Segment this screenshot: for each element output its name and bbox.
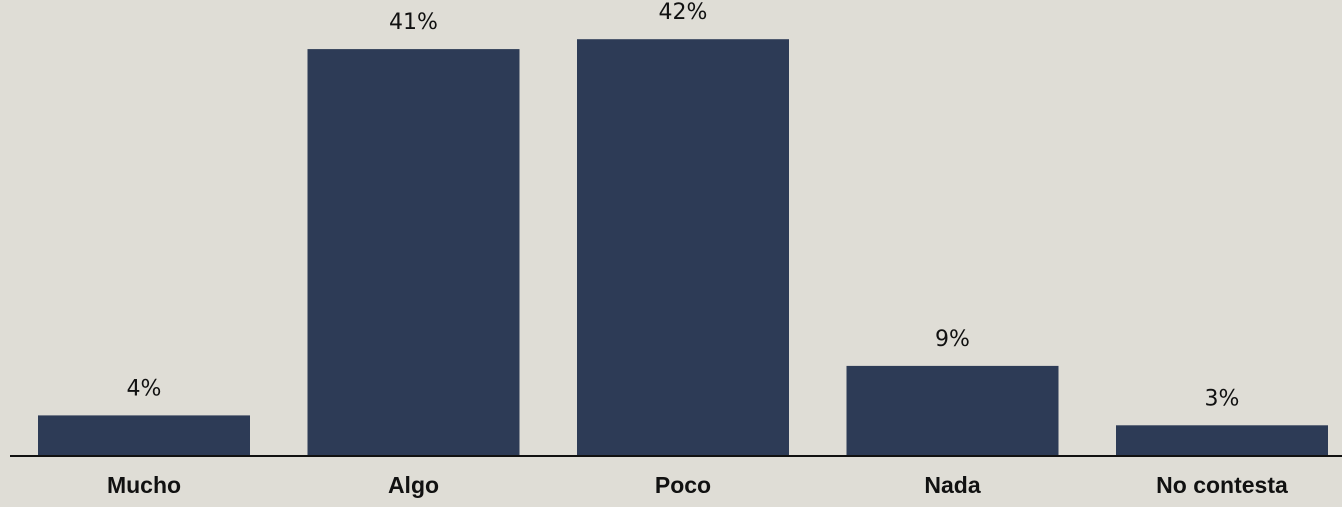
value-label-no-contesta: 3%: [1205, 386, 1240, 411]
value-label-poco: 42%: [659, 0, 708, 25]
value-label-mucho: 4%: [127, 376, 162, 401]
category-label-nada: Nada: [924, 472, 980, 498]
category-label-poco: Poco: [655, 472, 711, 498]
bar-mucho: [38, 415, 250, 455]
bar-nada: [846, 365, 1059, 455]
category-label-mucho: Mucho: [107, 472, 181, 498]
bar-algo: [307, 49, 520, 455]
value-labels-layer: 4% 41% 42% 9% 3%: [127, 0, 1240, 411]
value-label-algo: 41%: [389, 10, 438, 35]
bar-no-contesta: [1116, 425, 1328, 455]
bars-layer: [38, 39, 1328, 455]
category-labels-layer: Mucho Algo Poco Nada No contesta: [107, 472, 1288, 498]
category-label-no-contesta: No contesta: [1156, 472, 1288, 498]
category-label-algo: Algo: [388, 472, 439, 498]
bar-poco: [577, 39, 789, 455]
value-label-nada: 9%: [935, 327, 970, 352]
